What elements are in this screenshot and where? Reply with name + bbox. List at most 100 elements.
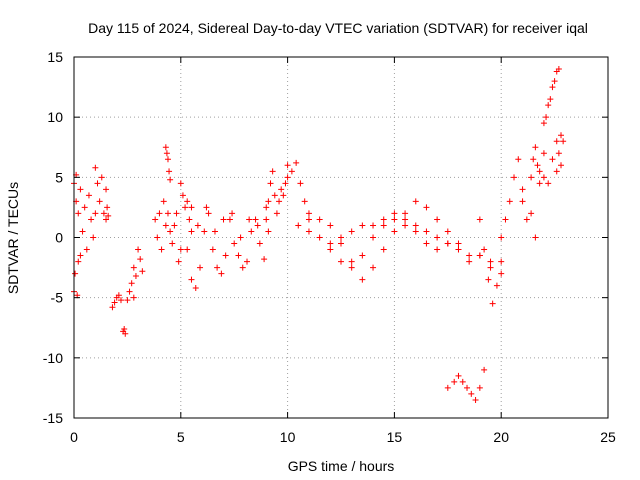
data-point <box>209 246 216 253</box>
data-point <box>466 258 473 265</box>
data-point <box>301 198 308 205</box>
data-point <box>485 276 492 283</box>
data-point <box>103 186 110 193</box>
data-point <box>423 240 430 247</box>
data-point <box>472 396 479 403</box>
data-point <box>231 240 238 247</box>
data-point <box>105 212 112 219</box>
data-point <box>218 270 225 277</box>
data-point <box>558 162 565 169</box>
chart-title: Day 115 of 2024, Sidereal Day-to-day VTE… <box>88 20 588 36</box>
data-point <box>545 102 552 109</box>
data-point <box>455 372 462 379</box>
data-point <box>256 240 263 247</box>
data-point <box>83 246 90 253</box>
data-point <box>338 258 344 265</box>
data-point <box>162 144 169 151</box>
data-point <box>220 216 227 223</box>
data-point <box>444 228 451 235</box>
data-point <box>359 222 366 229</box>
data-point <box>327 246 334 253</box>
data-point <box>487 258 494 265</box>
data-point <box>423 204 430 211</box>
data-point <box>152 216 159 223</box>
data-point <box>203 204 210 211</box>
data-point <box>412 198 419 205</box>
data-point <box>137 256 144 263</box>
data-point <box>263 204 270 211</box>
data-point <box>423 228 430 235</box>
data-point <box>528 174 535 181</box>
data-point <box>90 234 97 241</box>
data-point <box>498 270 505 277</box>
y-tick-label: -15 <box>43 410 63 426</box>
data-point <box>545 180 552 187</box>
data-point <box>549 156 556 163</box>
data-point <box>528 210 535 217</box>
data-point <box>135 246 142 253</box>
data-point <box>293 159 300 166</box>
data-point <box>182 204 189 211</box>
data-point <box>72 270 79 277</box>
data-point <box>81 204 88 211</box>
data-point <box>188 228 195 235</box>
data-point <box>498 234 505 241</box>
data-point <box>511 174 518 181</box>
data-point <box>402 210 409 217</box>
data-point <box>476 384 483 391</box>
data-point <box>175 258 182 265</box>
data-point <box>94 180 101 187</box>
data-point <box>248 228 255 235</box>
y-tick-label: 0 <box>55 230 63 246</box>
tick-marks <box>73 56 609 419</box>
data-point <box>534 162 541 169</box>
data-point <box>160 198 167 205</box>
y-tick-labels: 15 10 5 0 -5 -10 -15 <box>43 49 63 426</box>
data-point <box>487 264 494 271</box>
data-point <box>269 168 276 175</box>
data-point <box>222 252 229 259</box>
data-points <box>71 66 567 403</box>
data-point <box>75 210 82 217</box>
data-point <box>327 222 334 229</box>
data-point <box>540 150 547 157</box>
data-point <box>444 384 451 391</box>
data-point <box>158 246 165 253</box>
y-axis-label: SDTVAR / TECUs <box>5 182 21 294</box>
data-point <box>402 222 409 229</box>
data-point <box>316 234 323 241</box>
data-point <box>246 216 253 223</box>
data-point <box>188 204 195 211</box>
y-tick-label: 10 <box>47 109 63 125</box>
data-point <box>229 210 236 217</box>
data-point <box>103 216 110 223</box>
data-point <box>370 234 377 241</box>
data-point <box>402 216 409 223</box>
y-tick-label: 15 <box>47 49 63 65</box>
data-point <box>254 222 261 229</box>
data-point <box>295 222 302 229</box>
data-point <box>519 198 526 205</box>
data-point <box>162 222 169 229</box>
data-point <box>502 216 509 223</box>
data-point <box>316 216 323 223</box>
data-point <box>370 264 377 271</box>
data-point <box>380 246 387 253</box>
data-point <box>261 256 268 263</box>
data-point <box>205 210 212 217</box>
data-point <box>88 216 95 223</box>
data-point <box>391 216 398 223</box>
data-point <box>163 150 170 157</box>
data-point <box>391 228 398 235</box>
data-point <box>201 228 208 235</box>
data-point <box>169 240 176 247</box>
data-point <box>380 216 387 223</box>
data-point <box>553 168 560 175</box>
data-point <box>85 192 92 199</box>
data-point <box>481 246 488 253</box>
data-point <box>77 252 84 259</box>
x-axis-label: GPS time / hours <box>288 458 395 474</box>
data-point <box>506 198 513 205</box>
data-point <box>519 186 526 193</box>
x-tick-labels: 0 5 10 15 20 25 <box>70 429 616 445</box>
